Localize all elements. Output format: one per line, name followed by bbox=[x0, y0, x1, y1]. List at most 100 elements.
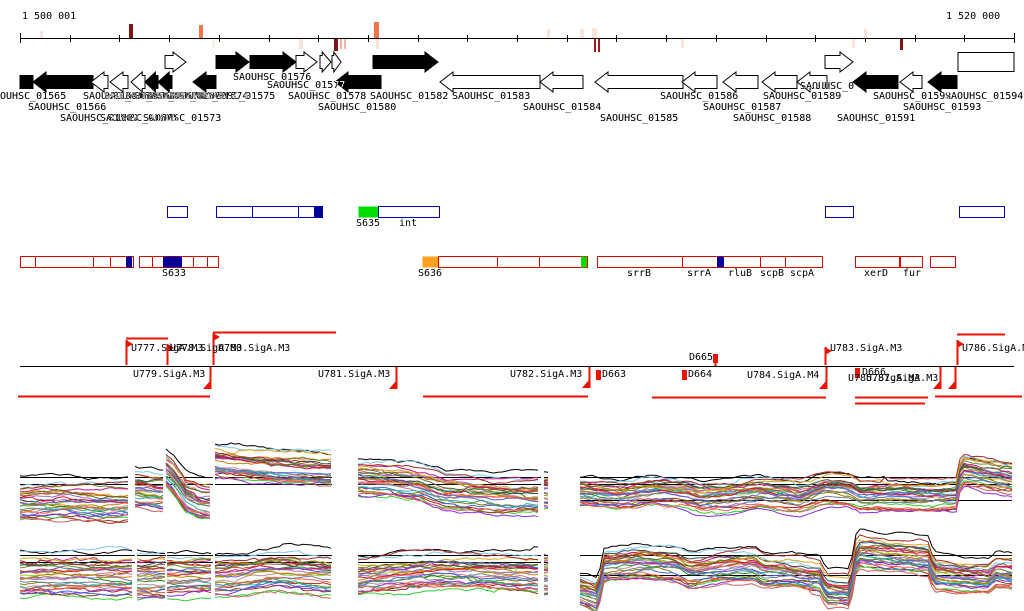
feature-box[interactable] bbox=[422, 256, 439, 268]
gene-arrow[interactable] bbox=[539, 70, 584, 94]
gene-arrow[interactable] bbox=[192, 70, 217, 94]
gene-arrow[interactable] bbox=[899, 70, 923, 94]
expression-profile-line bbox=[166, 579, 212, 585]
expression-profile-line bbox=[134, 506, 164, 513]
expression-profile-line bbox=[357, 483, 539, 508]
gene-arrow[interactable] bbox=[249, 50, 297, 74]
tss-down-flag[interactable] bbox=[582, 380, 589, 388]
gene-arrow[interactable] bbox=[439, 70, 541, 94]
tss-down-flag[interactable] bbox=[933, 381, 940, 389]
feature-box[interactable] bbox=[20, 256, 134, 268]
ruler[interactable] bbox=[20, 22, 1015, 52]
gene-arrow[interactable] bbox=[331, 50, 342, 74]
expression-profile-line bbox=[19, 481, 129, 490]
feature-track-blue[interactable] bbox=[167, 206, 1005, 218]
expression-profile-line bbox=[165, 472, 211, 507]
coverage-mark bbox=[212, 39, 215, 48]
expression-profile-line bbox=[579, 534, 1013, 589]
gene-arrow[interactable] bbox=[215, 50, 250, 74]
expression-profile-line bbox=[357, 468, 539, 491]
expression-profile-line bbox=[19, 567, 133, 574]
gene-arrow[interactable] bbox=[319, 50, 332, 74]
gene-arrow[interactable] bbox=[796, 70, 828, 94]
feature-box[interactable] bbox=[855, 256, 900, 268]
expression-profile-line bbox=[165, 462, 211, 493]
feature-box[interactable] bbox=[216, 206, 323, 218]
gene-arrow[interactable] bbox=[852, 70, 899, 94]
tss-track[interactable] bbox=[18, 331, 1022, 405]
feature-box[interactable] bbox=[358, 206, 379, 218]
tss-down-flag[interactable] bbox=[203, 381, 210, 389]
expression-profile-line bbox=[543, 560, 549, 562]
expression-profile-line bbox=[214, 589, 332, 599]
gene-track[interactable] bbox=[19, 50, 1015, 94]
coverage-mark bbox=[40, 31, 43, 38]
feature-box[interactable] bbox=[438, 256, 588, 268]
gene-arrow[interactable] bbox=[681, 70, 718, 94]
expression-profile-line bbox=[134, 478, 164, 483]
tss-up-flag[interactable] bbox=[167, 344, 174, 352]
tss-up-flag[interactable] bbox=[126, 340, 133, 348]
expression-profile-line bbox=[357, 464, 539, 485]
expression-profiles[interactable] bbox=[19, 442, 1013, 611]
tss-down-flag[interactable] bbox=[948, 381, 955, 389]
gene-arrow[interactable] bbox=[334, 70, 382, 94]
gene-arrow[interactable] bbox=[957, 52, 1015, 72]
expression-profile-line bbox=[19, 507, 129, 515]
gene-arrow[interactable] bbox=[130, 70, 146, 94]
feature-box[interactable] bbox=[167, 206, 188, 218]
gene-arrow[interactable] bbox=[157, 70, 173, 94]
gene-arrow[interactable] bbox=[824, 50, 854, 74]
coverage-mark bbox=[547, 29, 550, 38]
expression-profile-line bbox=[134, 500, 164, 504]
feature-box[interactable] bbox=[959, 206, 1005, 218]
tss-up-flag[interactable] bbox=[825, 347, 832, 355]
tss-d-mark[interactable] bbox=[855, 368, 860, 378]
expression-profile-line bbox=[214, 456, 332, 470]
expression-profile-line bbox=[136, 592, 166, 597]
expression-profile-line bbox=[134, 494, 164, 500]
tss-d-mark[interactable] bbox=[596, 370, 601, 380]
tss-d-mark[interactable] bbox=[713, 354, 718, 363]
gene-arrow[interactable] bbox=[19, 75, 34, 89]
coverage-mark bbox=[598, 39, 600, 52]
gene-arrow[interactable] bbox=[594, 70, 684, 94]
expression-profile-line bbox=[214, 556, 332, 563]
feature-box[interactable] bbox=[825, 206, 854, 218]
expression-profile-line bbox=[136, 556, 166, 563]
tss-up-flag[interactable] bbox=[213, 333, 220, 341]
expression-profile-line bbox=[357, 477, 539, 501]
expression-profile-line bbox=[543, 507, 549, 510]
expression-profile-line bbox=[134, 494, 164, 500]
feature-box[interactable] bbox=[597, 256, 823, 268]
feature-track-red[interactable] bbox=[20, 256, 956, 268]
tss-d-mark[interactable] bbox=[682, 370, 687, 380]
expression-profile-line bbox=[136, 586, 166, 591]
feature-box[interactable] bbox=[378, 206, 440, 218]
gene-arrow[interactable] bbox=[927, 70, 958, 94]
gene-arrow[interactable] bbox=[372, 50, 439, 74]
gene-arrow[interactable] bbox=[761, 70, 798, 94]
feature-box[interactable] bbox=[930, 256, 956, 268]
gene-arrow[interactable] bbox=[164, 50, 187, 74]
expression-profile-line bbox=[136, 551, 166, 555]
expression-profile-line bbox=[543, 592, 549, 594]
coverage-mark bbox=[374, 22, 379, 38]
expression-profile-line bbox=[357, 560, 539, 576]
tss-down-flag[interactable] bbox=[819, 381, 826, 389]
gene-arrow[interactable] bbox=[90, 70, 109, 94]
gene-arrow[interactable] bbox=[295, 50, 318, 74]
expression-profile-line bbox=[166, 589, 212, 597]
expression-profile-line bbox=[579, 465, 1013, 493]
gene-arrow[interactable] bbox=[109, 70, 129, 94]
expression-profile-line bbox=[543, 479, 549, 481]
tss-down-flag[interactable] bbox=[389, 381, 396, 389]
gene-arrow[interactable] bbox=[144, 70, 159, 94]
tss-up-flag[interactable] bbox=[957, 340, 964, 348]
expression-profile-line bbox=[214, 575, 332, 587]
gene-arrow[interactable] bbox=[32, 70, 94, 94]
gene-arrow[interactable] bbox=[722, 70, 759, 94]
feature-box[interactable] bbox=[900, 256, 923, 268]
expression-profile-line bbox=[579, 457, 1013, 494]
